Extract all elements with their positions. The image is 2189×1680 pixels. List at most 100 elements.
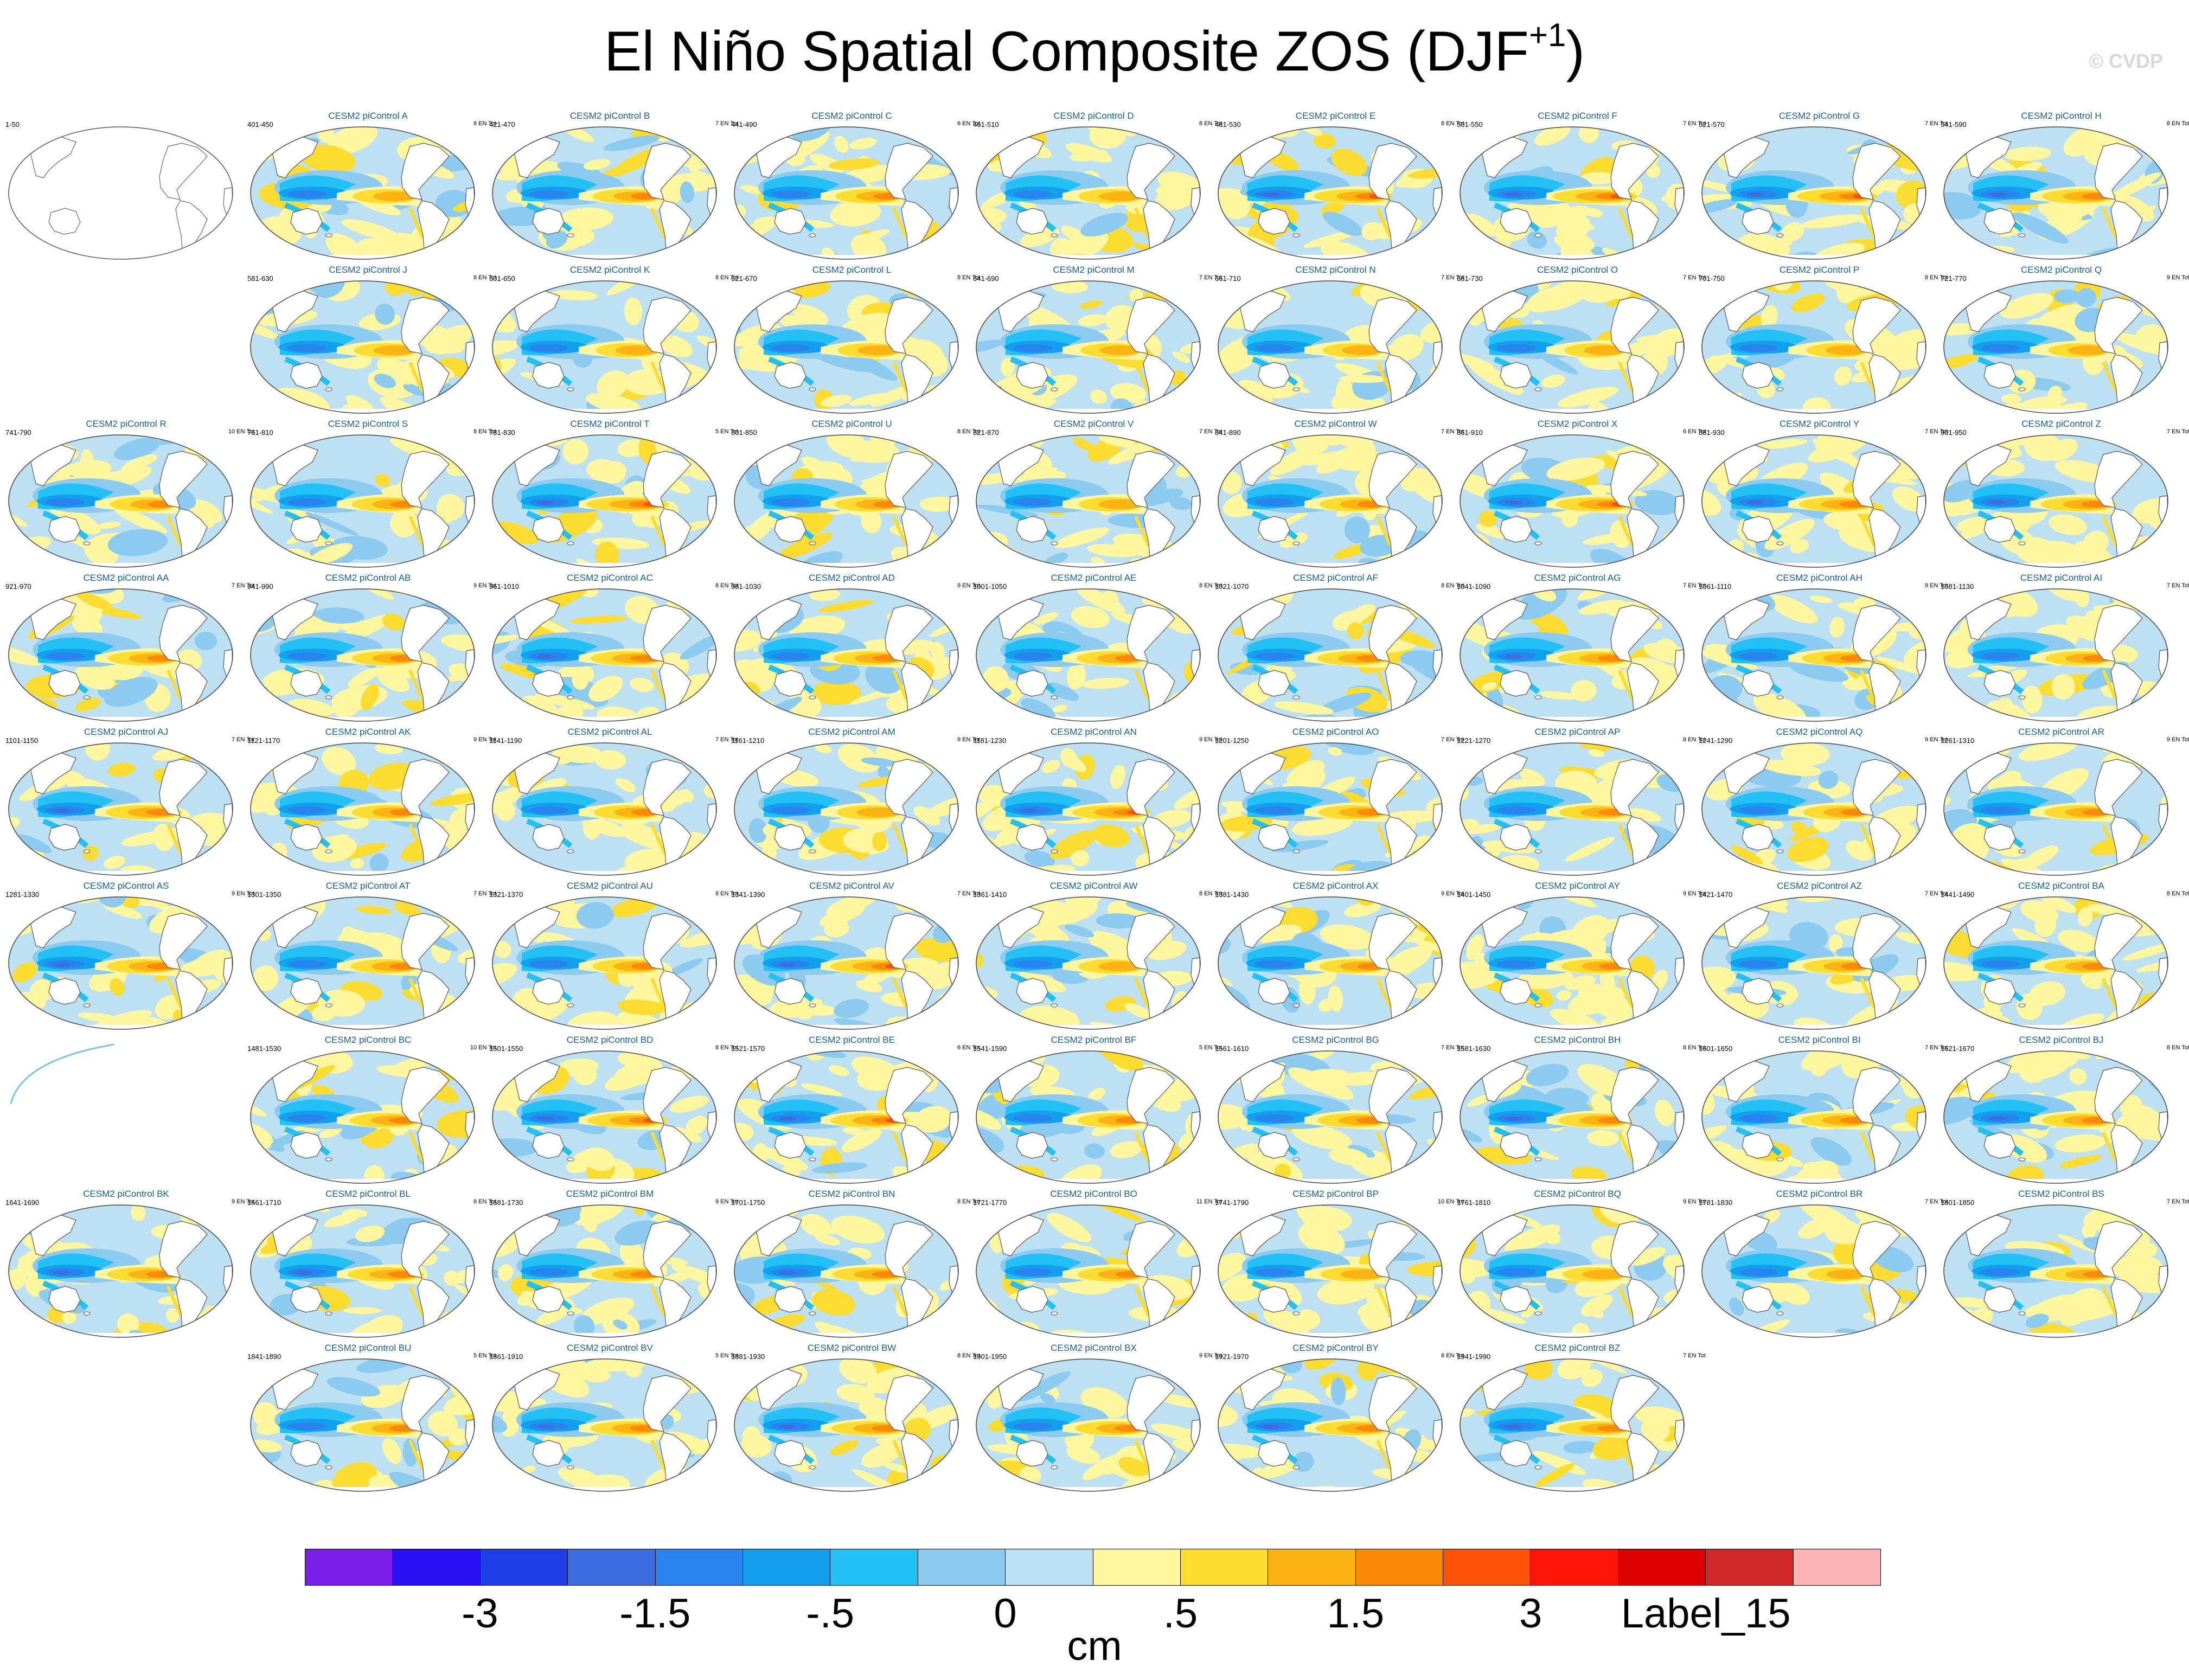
panel-event-count: 8 EN Tot bbox=[473, 120, 496, 127]
panel-event-count: 7 EN Tot bbox=[2167, 1198, 2189, 1205]
panel-title: CESM2 piControl AI bbox=[2020, 573, 2103, 583]
panel-title: CESM2 piControl AX bbox=[1292, 881, 1379, 891]
panel-title: CESM2 piControl F bbox=[1538, 111, 1617, 121]
panel-years: 1481-1530 bbox=[247, 1044, 281, 1053]
panel-years: 1801-1850 bbox=[1941, 1198, 1975, 1207]
panel-event-count: 7 EN Tot bbox=[2167, 582, 2189, 589]
panel-years: 1421-1470 bbox=[1699, 890, 1733, 899]
map-projection bbox=[976, 588, 1201, 722]
map-panel: CESM2 piControl BK 1641-1690 9 EN Tot bbox=[5, 1189, 254, 1343]
panel-years: 1781-1830 bbox=[1699, 1198, 1733, 1207]
panel-title: CESM2 piControl B bbox=[569, 111, 650, 121]
map-projection bbox=[1701, 742, 1926, 876]
panel-title: CESM2 piControl AP bbox=[1534, 727, 1621, 737]
map-projection bbox=[8, 126, 233, 260]
map-panel: CESM2 piControl BD 1501-1550 8 EN Tot bbox=[489, 1035, 738, 1189]
map-panel: CESM2 piControl Q 721-770 9 EN Tot bbox=[1941, 265, 2189, 419]
panel-title: CESM2 piControl AV bbox=[809, 881, 894, 891]
colorbar-units: cm bbox=[1067, 1623, 1122, 1669]
panel-event-count: 8 EN Tot bbox=[957, 1198, 980, 1205]
panel-event-count: 6 EN Tot bbox=[957, 1044, 980, 1051]
map-panel: CESM2 piControl T 781-830 5 EN Tot bbox=[489, 419, 738, 573]
panel-years: 401-450 bbox=[247, 120, 273, 129]
panel-title: CESM2 piControl X bbox=[1537, 419, 1618, 429]
colorbar-swatch bbox=[743, 1549, 831, 1585]
map-panel: CESM2 piControl AQ 1241-1290 9 EN Tot bbox=[1699, 727, 1948, 881]
map-projection bbox=[250, 126, 475, 260]
title-close: ) bbox=[1566, 20, 1585, 83]
colorbar-swatch bbox=[480, 1549, 568, 1585]
panel-event-count: 5 EN Tot bbox=[715, 1352, 738, 1359]
panel-event-count: 10 EN Tot bbox=[228, 428, 254, 435]
map-projection bbox=[1218, 1204, 1443, 1338]
panel-event-count: 8 EN Tot bbox=[715, 890, 738, 897]
panel-years: 1141-1190 bbox=[489, 736, 522, 745]
map-projection bbox=[734, 434, 959, 568]
panel-years: 1221-1270 bbox=[1457, 736, 1491, 745]
map-projection bbox=[250, 896, 475, 1030]
panel-title: CESM2 piControl BQ bbox=[1534, 1189, 1621, 1199]
map-projection bbox=[250, 280, 475, 414]
panel-title: CESM2 piControl AS bbox=[83, 881, 169, 891]
panel-title: CESM2 piControl U bbox=[811, 419, 892, 429]
map-panel: CESM2 piControl U 801-850 8 EN Tot bbox=[731, 419, 980, 573]
panel-title: CESM2 piControl BI bbox=[1778, 1035, 1861, 1045]
panel-title: CESM2 piControl BD bbox=[566, 1035, 654, 1045]
colorbar-tick-label: -1.5 bbox=[619, 1591, 691, 1637]
map-projection bbox=[1460, 280, 1685, 414]
panel-event-count: 7 EN Tot bbox=[715, 120, 738, 127]
map-projection bbox=[1701, 1204, 1926, 1338]
panel-title: CESM2 piControl AY bbox=[1535, 881, 1620, 891]
panel-title: CESM2 piControl AH bbox=[1776, 573, 1862, 583]
panel-years: 1261-1310 bbox=[1941, 736, 1975, 745]
map-projection bbox=[250, 1204, 475, 1338]
map-projection bbox=[492, 280, 717, 414]
colorbar-swatch bbox=[1443, 1549, 1531, 1585]
panel-event-count: 9 EN Tot bbox=[232, 1198, 254, 1205]
panel-title: CESM2 piControl S bbox=[328, 419, 408, 429]
panel-event-count: 7 EN Tot bbox=[1441, 1044, 1464, 1051]
map-panel: CESM2 piControl AH 1061-1110 9 EN Tot bbox=[1699, 573, 1948, 727]
map-projection bbox=[734, 280, 959, 414]
map-panel: CESM2 piControl BQ 1761-1810 9 EN Tot bbox=[1457, 1189, 1706, 1343]
colorbar bbox=[305, 1549, 1881, 1586]
panel-event-count: 8 EN Tot bbox=[1199, 890, 1222, 897]
map-projection bbox=[1943, 280, 2168, 414]
panel-event-count: 6 EN Tot bbox=[1683, 428, 1706, 435]
panel-event-count: 8 EN Tot bbox=[473, 274, 496, 281]
panel-years: 661-710 bbox=[1215, 274, 1241, 283]
map-projection bbox=[1943, 126, 2168, 260]
panel-years: 1921-1970 bbox=[1215, 1352, 1249, 1361]
map-panel: CESM2 piControl AF 1021-1070 8 EN Tot bbox=[1215, 573, 1464, 727]
map-panel: CESM2 piControl M 641-690 7 EN Tot bbox=[973, 265, 1222, 419]
map-projection bbox=[8, 588, 233, 722]
panel-event-count: 8 EN Tot bbox=[1199, 120, 1222, 127]
map-panel: CESM2 piControl G 521-570 7 EN Tot bbox=[1699, 111, 1948, 265]
panel-event-count: 7 EN Tot bbox=[1441, 274, 1464, 281]
panel-title: CESM2 piControl BY bbox=[1292, 1343, 1379, 1353]
panel-years: 1501-1550 bbox=[489, 1044, 523, 1053]
panel-years: 1541-1590 bbox=[973, 1044, 1007, 1053]
colorbar-swatch bbox=[655, 1549, 743, 1585]
panel-event-count: 8 EN Tot bbox=[2167, 890, 2189, 897]
map-projection bbox=[976, 1204, 1201, 1338]
panel-title: CESM2 piControl BF bbox=[1051, 1035, 1137, 1045]
panel-title: CESM2 piControl AK bbox=[325, 727, 411, 737]
panel-event-count: 8 EN Tot bbox=[1441, 582, 1464, 589]
map-panel: CESM2 piControl BC 1481-1530 10 EN Tot bbox=[247, 1035, 496, 1189]
map-panel: CESM2 piControl AU 1321-1370 8 EN Tot bbox=[489, 881, 738, 1035]
panel-years: 1841-1890 bbox=[247, 1352, 281, 1361]
map-projection bbox=[1218, 1050, 1443, 1184]
panel-years: 541-590 bbox=[1941, 120, 1967, 129]
map-projection bbox=[1460, 896, 1685, 1030]
map-projection bbox=[1460, 1204, 1685, 1338]
panel-years: 701-750 bbox=[1699, 274, 1725, 283]
map-panel: CESM2 piControl BL 1661-1710 8 EN Tot bbox=[247, 1189, 496, 1343]
panel-title: CESM2 piControl BG bbox=[1292, 1035, 1379, 1045]
panel-title: CESM2 piControl BR bbox=[1776, 1189, 1863, 1199]
map-projection bbox=[492, 1204, 717, 1338]
panel-years: 1101-1150 bbox=[5, 736, 39, 745]
panel-title: CESM2 piControl N bbox=[1295, 265, 1376, 275]
panel-event-count: 9 EN Tot bbox=[1683, 1198, 1706, 1205]
map-panel: CESM2 piControl AP 1221-1270 8 EN Tot bbox=[1457, 727, 1706, 881]
